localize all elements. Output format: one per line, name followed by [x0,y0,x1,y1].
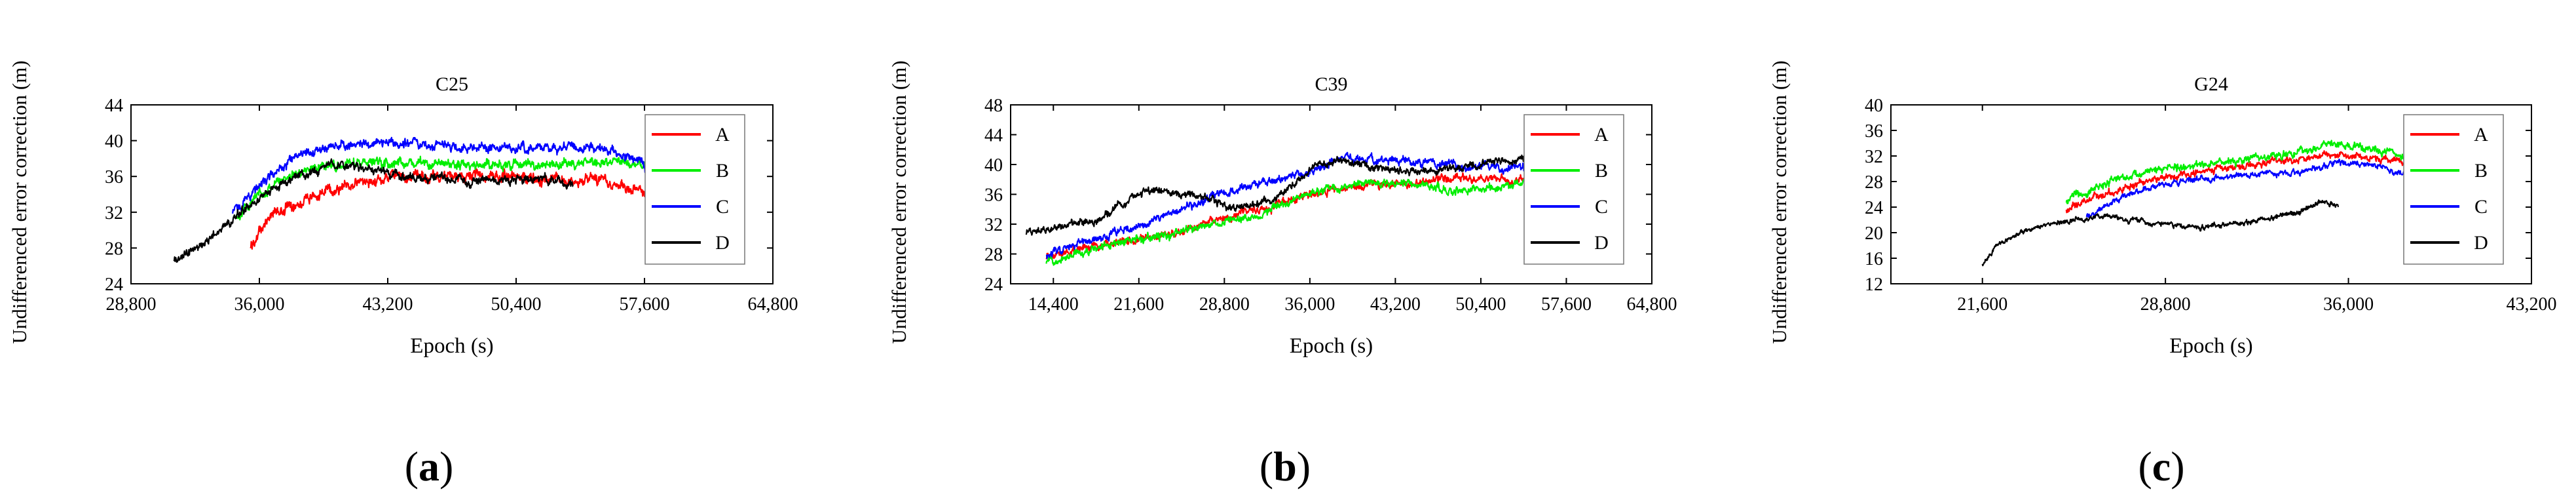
series-line-B [2065,140,2418,204]
legend-box [644,114,745,265]
x-tick-label: 28,800 [2140,294,2191,315]
x-tick-label: 43,200 [2507,294,2557,315]
x-tick-label: 57,600 [620,294,670,315]
x-tick-label: 43,200 [363,294,413,315]
legend-label: B [716,160,729,182]
legend-box [1523,114,1624,265]
x-tick-label: 50,400 [1455,294,1506,315]
series-line-D [173,158,574,263]
x-tick-label: 21,600 [1957,294,2007,315]
y-tick-label: 12 [1865,275,1883,295]
x-tick-label: 57,600 [1541,294,1592,315]
panel-label: (b) [1260,443,1311,490]
y-tick-label: 40 [1865,96,1883,116]
plot-frame [130,104,774,284]
x-tick-label: 36,000 [1284,294,1335,315]
y-tick-label: 28 [1865,172,1883,193]
y-tick-label: 36 [984,185,1003,206]
panel-label-paren-close: ) [1297,443,1311,490]
series-line-C [2085,159,2418,218]
legend-label: A [2474,124,2488,145]
y-tick-label: 24 [984,275,1003,295]
chart-title: C25 [436,73,468,95]
panel-label-paren-open: ( [1260,443,1273,490]
panel-label-paren-open: ( [405,443,419,490]
y-tick-label: 16 [1865,249,1883,269]
legend-label: B [2474,160,2488,182]
panel-label-paren-close: ) [439,443,453,490]
chart-panel-c: G24 21,600 28,800 36,000 43,200 12 16 20 24 28 32 3… [1768,60,2557,490]
x-tick-label: 36,000 [2323,294,2374,315]
y-tick-label: 36 [105,167,123,187]
series-line-B [235,155,647,221]
chart-panel-b: C39 14,400 21,600 28,800 36,000 43,200 50,400 5… [887,60,1677,490]
plot-area [1025,149,1567,266]
chart-title: C39 [1315,73,1347,95]
panel-label: (c) [2138,443,2184,490]
y-tick-label: 32 [984,215,1003,235]
legend-label: C [716,196,729,218]
panel-label-letter: c [2152,443,2171,490]
x-tick-label: 28,800 [106,294,157,315]
y-tick-label: 28 [984,245,1003,265]
legend-label: A [715,124,730,145]
x-tick-label: 50,400 [491,294,542,315]
y-tick-label: 32 [105,203,123,223]
panel-label: (a) [405,443,454,490]
series-line-C [232,136,647,214]
x-axis-label: Epoch (s) [2169,334,2252,358]
series-line-C [1045,151,1567,260]
y-tick-label: 40 [984,155,1003,176]
y-tick-label: 28 [105,239,123,259]
legend-label: C [2474,196,2488,218]
y-tick-label: 32 [1865,147,1883,167]
legend-box [2403,114,2504,265]
y-tick-label: 20 [1865,223,1883,244]
series-line-D [1025,149,1567,236]
y-axis-label: Undifferenced error correction (m) [1768,60,1791,343]
chart-panel-a: C25 28,800 36,000 43,200 50,400 57,600 64,800 2… [8,60,798,490]
x-tick-label: 14,400 [1028,294,1079,315]
y-tick-label: 24 [1865,198,1883,218]
y-tick-label: 24 [105,275,123,295]
x-tick-label: 43,200 [1370,294,1421,315]
panel-label-paren-open: ( [2138,443,2152,490]
series-line-A [250,168,647,250]
x-axis-label: Epoch (s) [1290,334,1373,358]
x-tick-label: 36,000 [234,294,285,315]
series-line-B [1045,174,1567,266]
legend-label: A [1594,124,1609,145]
x-tick-label: 64,800 [748,294,798,315]
panel-label-letter: a [419,443,439,490]
x-tick-label: 28,800 [1199,294,1250,315]
panel-label-paren-close: ) [2171,443,2184,490]
x-axis-label: Epoch (s) [410,334,493,358]
y-axis-label: Undifferenced error correction (m) [887,60,910,343]
series-line-D [1981,199,2340,267]
series-line-A [2065,150,2418,214]
legend-label: D [2474,232,2488,254]
legend-label: B [1595,160,1608,182]
y-tick-label: 44 [984,126,1003,146]
legend-label: C [1595,196,1608,218]
legend-label: D [715,232,730,254]
panel-label-letter: b [1273,443,1297,490]
plot-area [1981,140,2418,267]
y-tick-label: 40 [105,132,123,152]
x-tick-label: 21,600 [1113,294,1164,315]
y-tick-label: 36 [1865,121,1883,142]
y-axis-label: Undifferenced error correction (m) [8,60,31,343]
y-tick-label: 44 [105,96,123,116]
legend-label: D [1594,232,1609,254]
x-tick-label: 64,800 [1627,294,1677,315]
chart-title: G24 [2194,73,2228,95]
y-tick-label: 48 [984,96,1003,116]
plot-area [173,136,647,263]
plot-frame [1890,104,2532,284]
